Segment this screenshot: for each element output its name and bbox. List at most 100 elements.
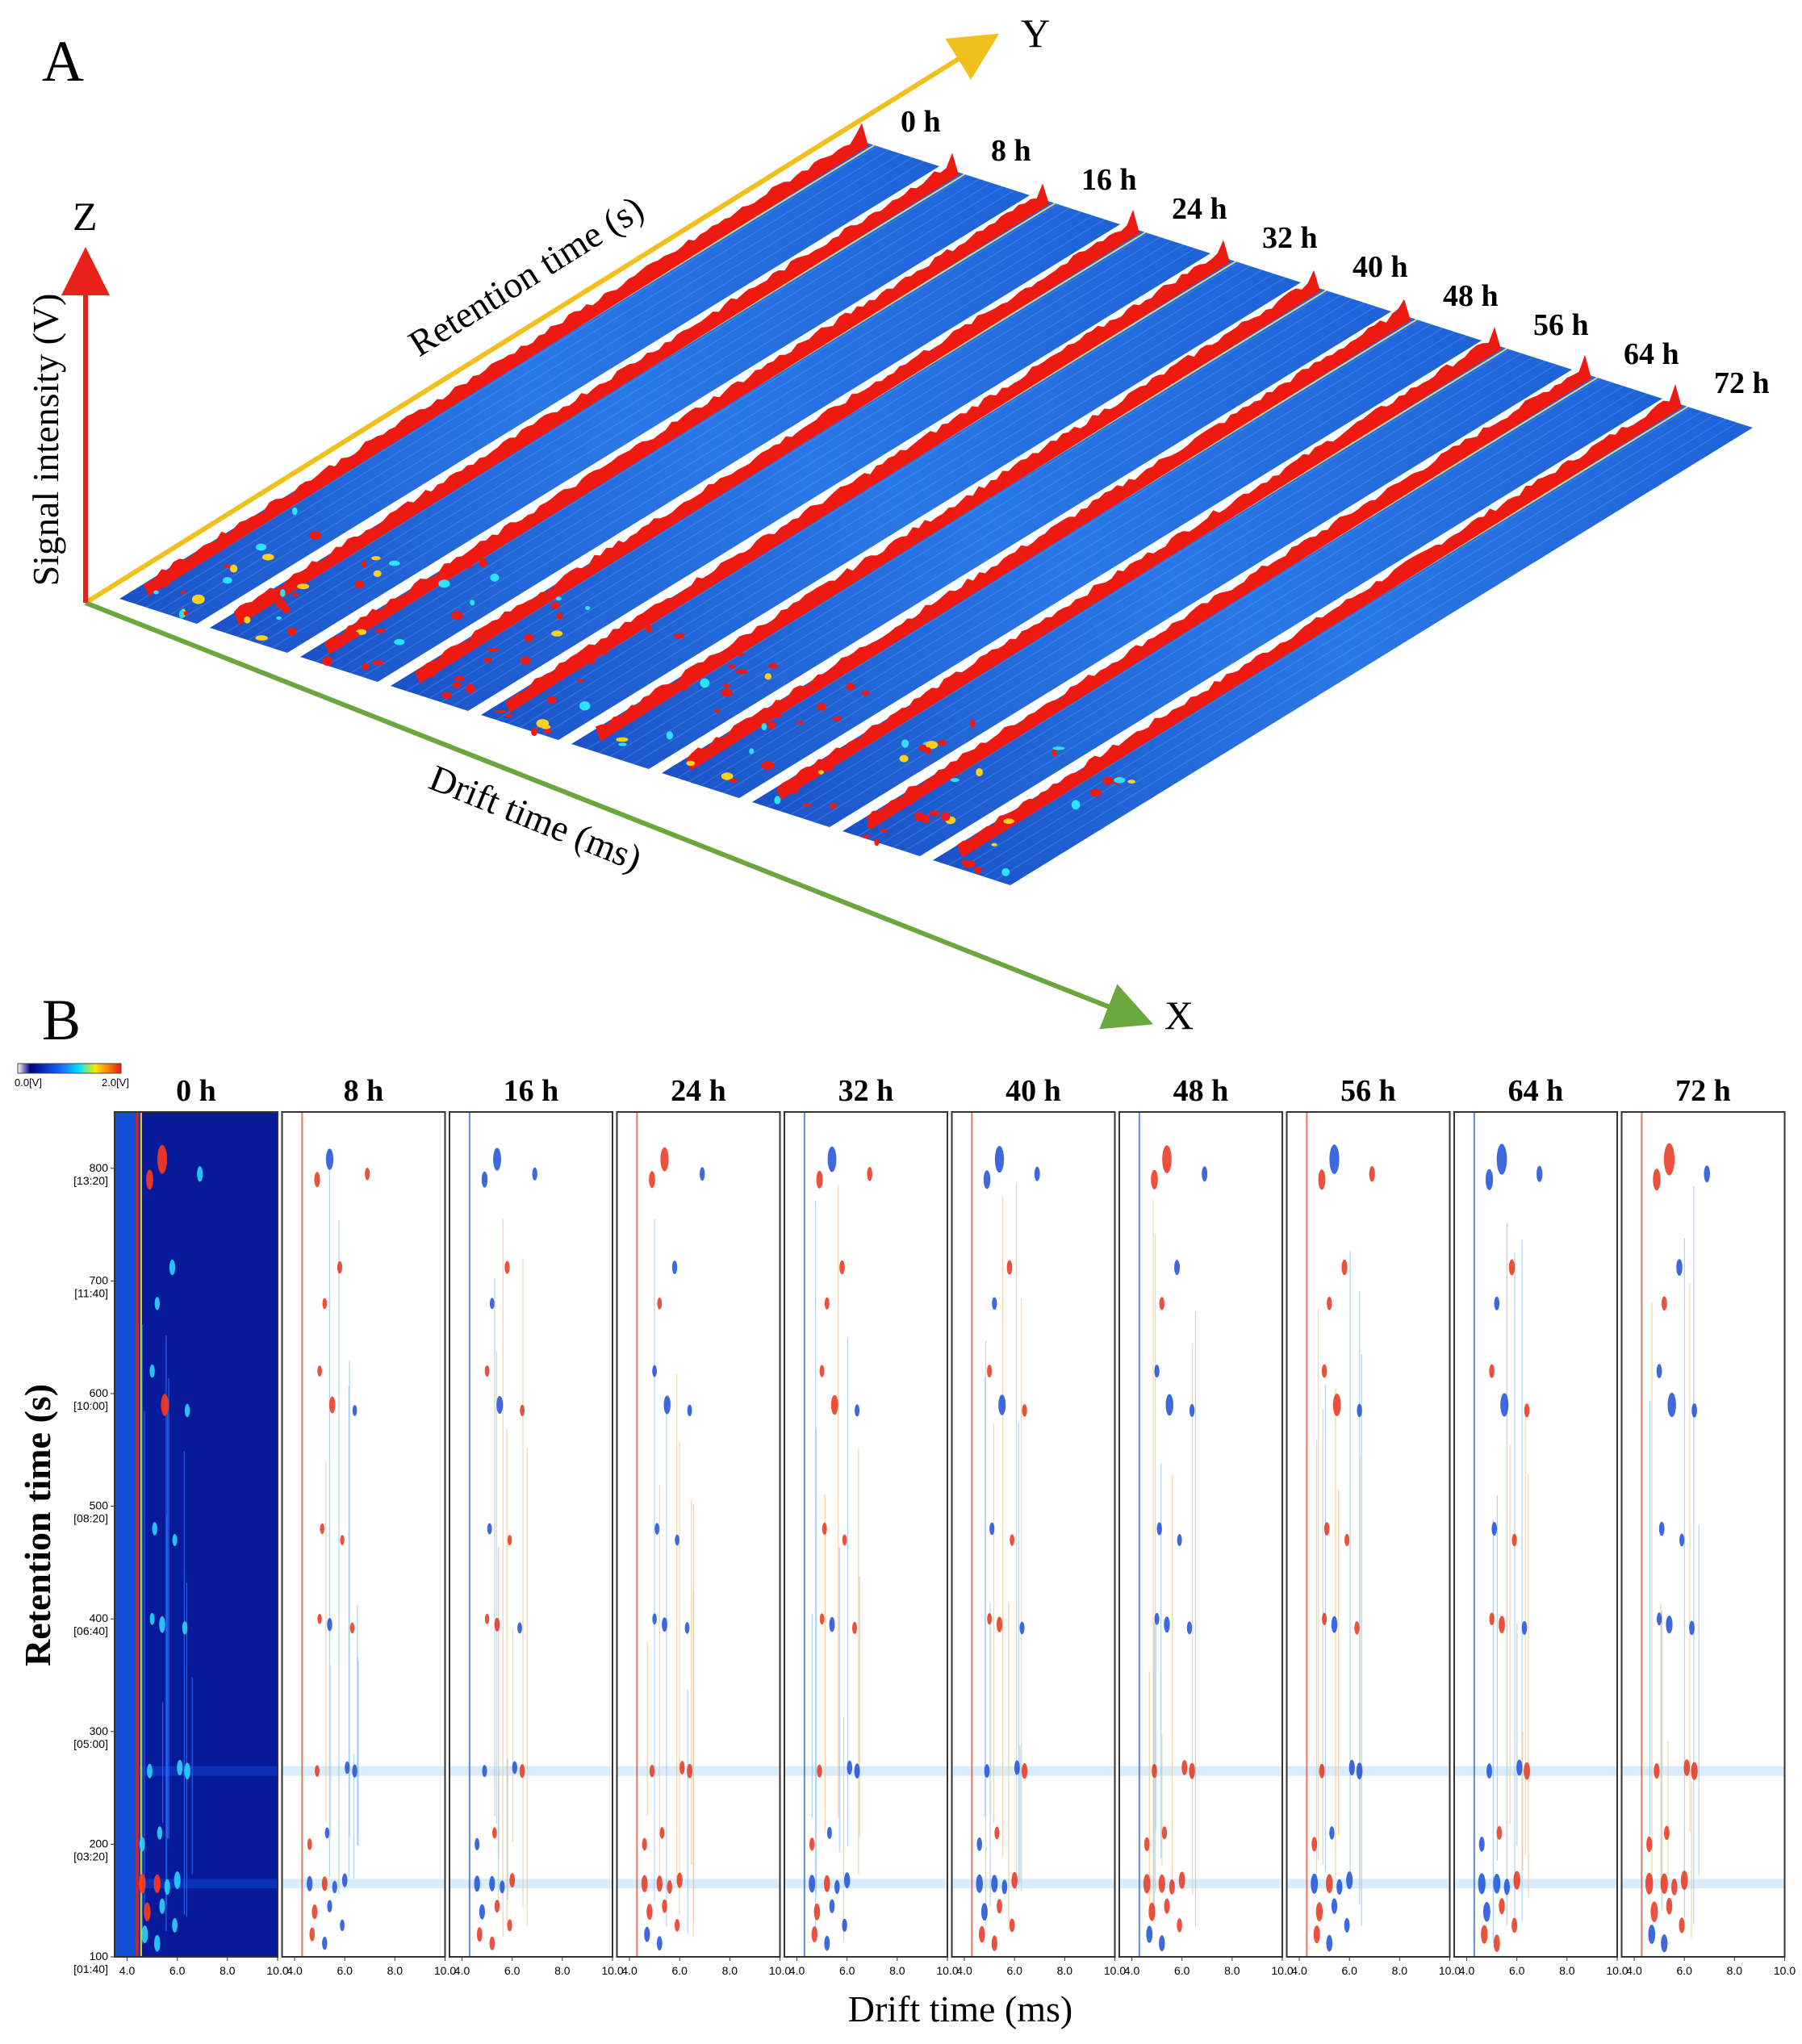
strip-9 — [933, 384, 1753, 885]
peak-spot — [979, 1925, 985, 1943]
strip-peak — [255, 635, 268, 641]
strip-streak — [405, 232, 1149, 692]
strip-streak — [260, 186, 1003, 645]
strip-streak — [248, 182, 992, 641]
peak-spot — [481, 1171, 488, 1188]
colorbar-min-label: 0.0[V] — [15, 1076, 42, 1089]
peak-spot — [1656, 1364, 1662, 1378]
peak-spot — [1331, 1898, 1338, 1914]
strip-peak — [494, 710, 507, 714]
x-tick-label: 8.0 — [1057, 1964, 1073, 1977]
strip-peak — [373, 570, 382, 578]
strip-peak — [767, 721, 776, 729]
strip-peak — [899, 754, 909, 763]
peak-spot — [325, 1148, 334, 1170]
peak-spot — [1648, 1925, 1656, 1945]
y-tick-label: 300 — [90, 1724, 109, 1737]
peak-spot — [332, 1880, 337, 1894]
strip-rip-ridge — [415, 209, 1139, 683]
strip-peak — [730, 778, 738, 784]
peak-spot — [1657, 1612, 1662, 1626]
peak-spot — [1331, 1616, 1338, 1633]
panel-background — [449, 1112, 613, 1957]
strip-streak — [983, 418, 1726, 877]
peak-spot — [177, 1759, 183, 1776]
peak-spot — [684, 1622, 690, 1634]
strip-peak — [1089, 788, 1102, 797]
strip-peak — [700, 678, 710, 688]
rip-band — [115, 1112, 140, 1957]
peak-spot — [1499, 1616, 1505, 1633]
peak-spot — [1034, 1166, 1040, 1181]
strip-rip-ridge — [867, 354, 1591, 829]
strip-peak — [371, 556, 381, 561]
strip-streak — [181, 161, 925, 620]
peak-spot — [827, 1146, 837, 1172]
peak-spot — [1521, 1620, 1528, 1635]
strip-plane — [842, 374, 1662, 856]
x-tick-label: 6.0 — [504, 1964, 521, 1977]
strip-rip-ridge — [324, 183, 1049, 655]
y-tick-label: 100 — [90, 1950, 109, 1962]
peak-spot — [679, 1761, 685, 1774]
peak-spot — [644, 1926, 650, 1942]
panel-frame — [616, 1111, 781, 1958]
panel-frame — [1620, 1111, 1786, 1958]
peak-spot — [1537, 1165, 1543, 1182]
x-tick-label: 6.0 — [839, 1964, 855, 1977]
peak-spot — [512, 1761, 517, 1774]
peak-spot — [991, 1875, 998, 1893]
peak-spot — [1329, 1826, 1335, 1840]
peak-spot — [1151, 1169, 1158, 1189]
x-tick-label: 6.0 — [169, 1964, 186, 1977]
strip-peak — [180, 590, 186, 595]
strip-peak — [796, 721, 804, 725]
peak-spot — [1478, 1873, 1486, 1895]
strip-label: 32 h — [1262, 221, 1318, 255]
strip-peak — [618, 742, 627, 746]
peak-spot — [1671, 1879, 1678, 1896]
peak-spot — [492, 1827, 497, 1839]
peak-spot — [1341, 1259, 1348, 1276]
retention-band — [1286, 1766, 1450, 1776]
strip-peak — [938, 739, 947, 746]
strip-peak — [429, 672, 437, 677]
panel-7: 56 h 4.0 6.0 8.0 10.0 — [1286, 1074, 1461, 1977]
peak-spot — [1177, 1918, 1182, 1933]
strip-streak — [609, 299, 1353, 757]
peak-spot — [700, 1167, 705, 1181]
strip-streak — [598, 295, 1341, 754]
strip-peak — [460, 565, 473, 569]
x-tick-label: 10.0 — [1774, 1964, 1796, 1977]
strip-peak — [775, 713, 782, 719]
strip-peak — [587, 659, 596, 664]
peak-spot — [322, 1298, 328, 1310]
peak-spot — [687, 1763, 692, 1779]
peak-spot — [1493, 1934, 1500, 1952]
strip-peak — [830, 802, 837, 809]
panel-frame — [1118, 1111, 1283, 1958]
x-tick-label: 6.0 — [1174, 1964, 1190, 1977]
x-tick-label: 4.0 — [454, 1964, 470, 1977]
y-tick-sublabel: [08:20] — [73, 1512, 108, 1525]
peak-spot — [161, 1394, 169, 1416]
peak-spot — [839, 1260, 845, 1275]
strip-streak — [880, 386, 1624, 844]
peak-spot — [1496, 1825, 1503, 1840]
strip-3 — [391, 209, 1210, 711]
strip-peak — [261, 554, 274, 561]
strip-streak — [146, 149, 889, 608]
x-tick-label: 8.0 — [554, 1964, 571, 1977]
strip-peak — [676, 685, 688, 691]
strip-peak — [454, 675, 465, 682]
peak-spot — [1202, 1166, 1208, 1182]
peak-spot — [320, 1523, 325, 1535]
strip-peak — [153, 590, 159, 595]
x-tick-label: 10.0 — [1104, 1964, 1126, 1977]
strip-streak — [362, 219, 1106, 678]
strip-streak — [271, 190, 1015, 649]
strip-peak — [244, 616, 251, 624]
y-tick-label: 800 — [90, 1161, 109, 1174]
y-tick-sublabel: [11:40] — [74, 1286, 108, 1299]
